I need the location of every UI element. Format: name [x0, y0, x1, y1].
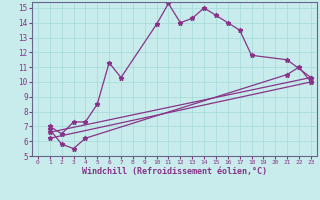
- X-axis label: Windchill (Refroidissement éolien,°C): Windchill (Refroidissement éolien,°C): [82, 167, 267, 176]
